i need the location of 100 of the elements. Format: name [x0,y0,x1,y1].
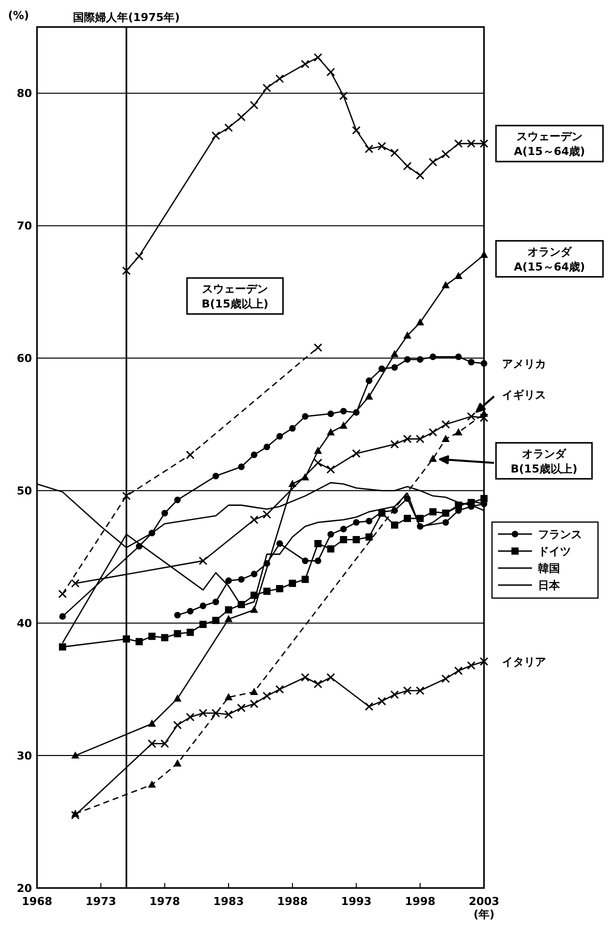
y-axis-title: (%) [8,9,30,22]
point [300,673,310,682]
point [327,545,334,552]
point [480,657,488,666]
point [262,692,272,700]
point [314,343,322,352]
point [352,536,360,544]
point [276,585,284,592]
point [198,556,208,566]
text: スウェーデン A(15～64歳) [514,130,586,158]
point [365,533,373,541]
point [134,252,144,260]
point [250,688,258,695]
legend-label: 日本 [538,579,561,592]
point [200,602,206,610]
point [391,521,398,529]
point [480,250,488,258]
point [326,68,336,76]
ref-line-label: 国際婦人年(1975年) [73,11,180,24]
point [58,590,67,598]
y-tick-label: 20 [16,882,32,895]
x-tick-label: 1983 [213,895,244,908]
point [148,720,156,727]
point [161,634,168,642]
point [198,708,208,718]
point [378,142,386,151]
point [186,712,195,722]
point [289,425,296,432]
x-tick-label: 1998 [404,895,436,908]
point [442,519,449,526]
point [250,452,258,458]
point [122,635,130,643]
point [59,613,66,620]
point [136,638,143,646]
point [288,480,296,487]
point [390,350,399,358]
point [314,446,322,454]
point [275,74,284,83]
point [186,450,195,460]
y-tick-label: 30 [16,750,32,763]
point [364,702,374,711]
point [390,440,399,449]
point [250,100,258,110]
point [314,540,322,548]
point [441,420,450,429]
point [404,356,411,363]
point [148,739,156,748]
point [224,693,233,700]
point [339,92,348,100]
x-tick-label: 2003 [468,895,500,908]
point [352,126,361,135]
point [224,614,233,622]
point [58,643,66,651]
point [186,608,194,614]
point [378,365,386,372]
point [480,494,488,502]
point [314,458,322,468]
point [212,708,220,718]
point [186,628,194,636]
point [454,428,462,436]
text: オランダ A(15～64歳) [514,245,586,274]
x-axis-title: (年) [473,908,495,921]
point [174,612,181,618]
point [466,139,476,148]
point [428,428,438,437]
annotation: スウェーデン B(15歳以上) [202,282,268,310]
point [340,408,347,414]
point [391,364,398,371]
point [326,428,335,436]
point [122,492,131,500]
point [468,358,475,366]
point [250,606,258,613]
point [428,158,438,166]
text: イギリス [502,388,546,402]
point [314,680,322,688]
point [365,392,374,400]
point [430,354,436,360]
point [212,472,220,480]
point [174,630,182,638]
point [276,433,283,440]
point [403,331,412,339]
point [480,410,488,417]
point [391,507,398,514]
point [314,558,322,564]
point [212,131,220,140]
point [442,434,450,442]
point [71,751,80,759]
point [160,739,170,748]
point [300,60,310,68]
point [326,465,336,474]
point [416,434,424,444]
point [480,360,488,367]
point [340,536,348,544]
y-tick-label: 50 [16,484,32,498]
point [237,704,246,712]
point [173,694,182,702]
x-tick-label: 1973 [86,895,116,908]
point [276,540,283,547]
point [327,410,334,418]
point [352,409,360,416]
